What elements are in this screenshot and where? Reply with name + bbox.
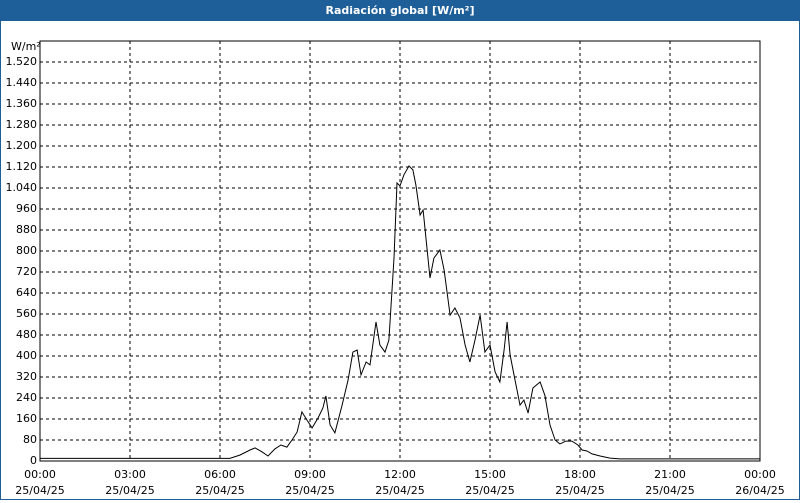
- y-tick-label: 240: [16, 391, 37, 404]
- x-tick-label: 18:00: [564, 468, 596, 481]
- x-tick-label: 03:00: [114, 468, 146, 481]
- y-tick-label: 1.120: [6, 160, 38, 173]
- y-tick-label: 0: [30, 454, 37, 467]
- x-tick-label: 15:00: [474, 468, 506, 481]
- y-tick-label: 800: [16, 244, 37, 257]
- x-tick-label: 00:00: [24, 468, 56, 481]
- plot-frame: [39, 40, 761, 462]
- x-tick-date: 25/04/25: [375, 484, 424, 497]
- y-tick-label: 400: [16, 349, 37, 362]
- y-tick-label: 720: [16, 265, 37, 278]
- chart: W/m² 0 80 160 240 320 400 480 560 640 720 800 880 96…: [6, 40, 785, 497]
- y-tick-label: 1.520: [6, 55, 38, 68]
- y-tick-label: 1.040: [6, 181, 38, 194]
- x-tick-label: 06:00: [204, 468, 236, 481]
- x-tick-label: 21:00: [654, 468, 686, 481]
- x-tick-date: 25/04/25: [645, 484, 694, 497]
- x-tick-label: 12:00: [384, 468, 416, 481]
- y-tick-label: 1.280: [6, 118, 38, 131]
- y-tick-label: 480: [16, 328, 37, 341]
- x-tick-date: 25/04/25: [555, 484, 604, 497]
- y-tick-label: 160: [16, 412, 37, 425]
- x-tick-label: 00:00: [744, 468, 776, 481]
- y-tick-label: 560: [16, 307, 37, 320]
- y-tick-label: 880: [16, 223, 37, 236]
- x-tick-date: 25/04/25: [15, 484, 64, 497]
- y-tick-label: 80: [23, 433, 37, 446]
- y-tick-label: 960: [16, 202, 37, 215]
- x-tick-date: 25/04/25: [285, 484, 334, 497]
- x-tick-date: 26/04/25: [735, 484, 784, 497]
- title-bar: Radiación global [W/m²]: [1, 1, 799, 21]
- y-tick-label: 1.200: [6, 139, 38, 152]
- y-tick-label: 640: [16, 286, 37, 299]
- y-axis-label: W/m²: [11, 40, 41, 53]
- y-tick-label: 1.360: [6, 97, 38, 110]
- y-tick-label: 1.440: [6, 76, 38, 89]
- data-line: [40, 165, 760, 460]
- x-tick-date: 25/04/25: [465, 484, 514, 497]
- x-tick-date: 25/04/25: [105, 484, 154, 497]
- y-tick-label: 320: [16, 370, 37, 383]
- x-tick-date: 25/04/25: [195, 484, 244, 497]
- x-tick-label: 09:00: [294, 468, 326, 481]
